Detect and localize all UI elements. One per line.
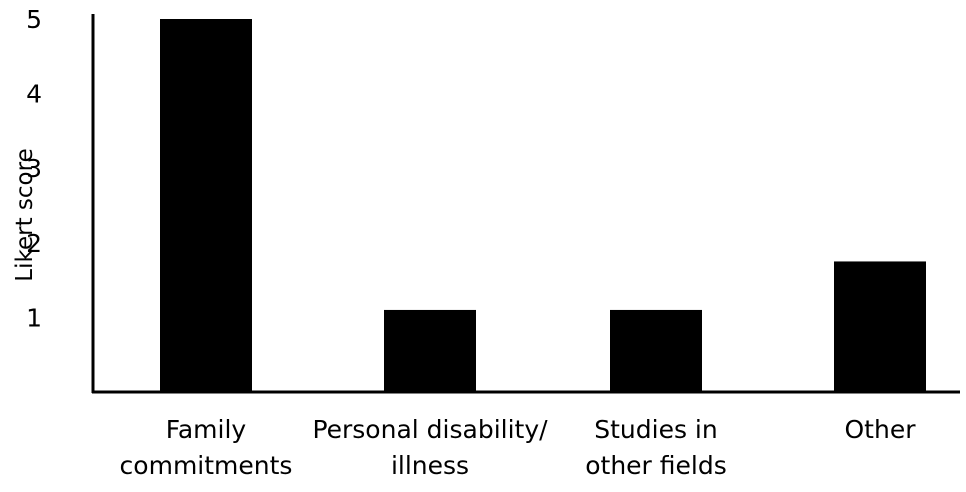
y-axis-ticks: 1 2 3 4 5 — [26, 5, 42, 332]
x-axis-category-labels: Family commitments Personal disability/ill… — [120, 415, 917, 480]
x-category-label: Personal disability/ — [312, 415, 548, 444]
bar — [834, 261, 926, 392]
x-category-label: Studies in — [594, 415, 717, 444]
y-tick-label: 3 — [26, 154, 42, 183]
bars — [160, 19, 926, 392]
bar — [610, 309, 702, 392]
y-tick-label: 2 — [26, 229, 42, 258]
x-category-label: Other — [845, 415, 917, 444]
x-category-label: commitments — [120, 451, 293, 480]
x-category-label: Family — [166, 415, 247, 444]
x-category-label: illness — [391, 451, 469, 480]
y-axis-title: Likert score — [12, 148, 38, 281]
y-tick-label: 5 — [26, 5, 42, 34]
bar — [160, 19, 252, 392]
bar — [384, 309, 476, 392]
y-tick-label: 1 — [26, 303, 42, 332]
x-category-label: other fields — [585, 451, 727, 480]
y-tick-label: 4 — [26, 80, 42, 109]
